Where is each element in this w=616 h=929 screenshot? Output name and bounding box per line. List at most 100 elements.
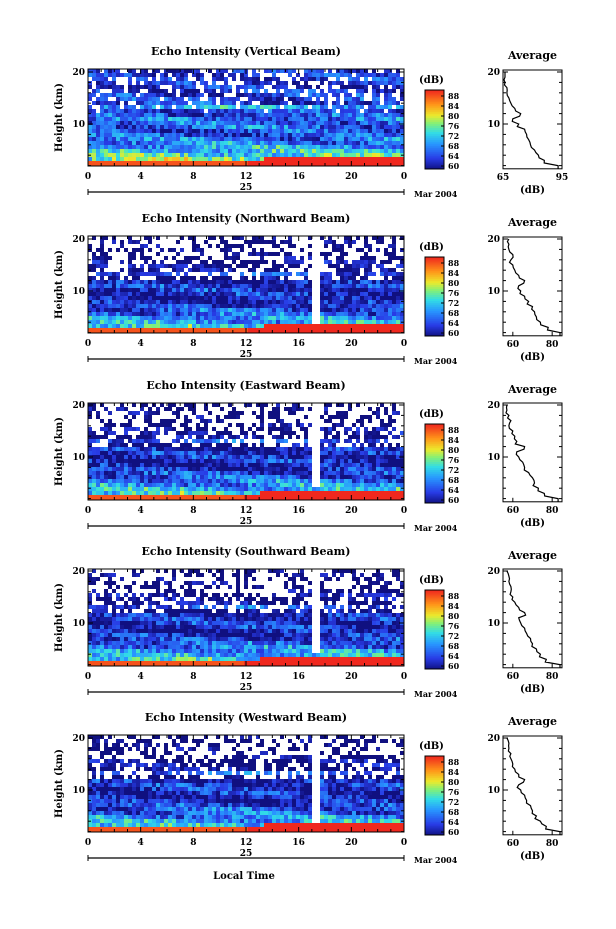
heatmap-cell <box>180 113 184 117</box>
heatmap-cell <box>340 447 344 451</box>
heatmap-cell <box>284 276 288 280</box>
heatmap-cell <box>240 133 244 137</box>
heatmap-cell <box>224 320 228 324</box>
heatmap-cell <box>156 284 160 288</box>
heatmap-cell <box>220 459 224 463</box>
heatmap-cell <box>188 443 192 447</box>
heatmap-cell <box>264 121 268 125</box>
x-tick-label: 0 <box>401 339 407 349</box>
heatmap-cell <box>100 272 104 276</box>
colorbar-segment <box>425 292 444 296</box>
heatmap-cell <box>252 276 256 280</box>
heatmap-cell <box>108 292 112 296</box>
heatmap-cell <box>356 161 360 165</box>
heatmap-cell <box>368 288 372 292</box>
heatmap-cell <box>100 292 104 296</box>
heatmap-cell <box>160 137 164 141</box>
heatmap-cell <box>212 149 216 153</box>
heatmap-cell <box>376 97 380 101</box>
heatmap-cell <box>240 443 244 447</box>
heatmap-cell <box>188 447 192 451</box>
heatmap-cell <box>96 415 100 419</box>
heatmap-cell <box>360 467 364 471</box>
heatmap-cell <box>260 463 264 467</box>
heatmap-cell <box>284 491 288 495</box>
heatmap-cell <box>156 101 160 105</box>
heatmap-cell <box>252 312 256 316</box>
heatmap-cell <box>324 117 328 121</box>
heatmap-cell <box>216 415 220 419</box>
heatmap-cell <box>376 89 380 93</box>
heatmap-cell <box>188 260 192 264</box>
heatmap-cell <box>116 109 120 113</box>
heatmap-cell <box>312 109 316 113</box>
heatmap-cell <box>360 93 364 97</box>
heatmap-cell <box>300 153 304 157</box>
heatmap-cell <box>340 105 344 109</box>
heatmap-cell <box>344 121 348 125</box>
heatmap-cell <box>216 435 220 439</box>
heatmap-cell <box>308 316 312 320</box>
heatmap-cell <box>168 403 172 407</box>
heatmap-cell <box>224 157 228 161</box>
heatmap-cell <box>216 141 220 145</box>
heatmap-cell <box>216 113 220 117</box>
heatmap-cell <box>320 312 324 316</box>
heatmap-cell <box>264 268 268 272</box>
heatmap-cell <box>352 459 356 463</box>
heatmap-cell <box>204 479 208 483</box>
heatmap-cell <box>400 280 404 284</box>
heatmap-cell <box>292 316 296 320</box>
heatmap-cell <box>252 483 256 487</box>
heatmap-cell <box>284 81 288 85</box>
heatmap-cell <box>356 149 360 153</box>
heatmap-cell <box>104 316 108 320</box>
heatmap-cell <box>224 113 228 117</box>
heatmap-cell <box>288 296 292 300</box>
heatmap-cell <box>324 260 328 264</box>
heatmap-cell <box>192 248 196 252</box>
heatmap-cell <box>288 260 292 264</box>
heatmap-cell <box>212 125 216 129</box>
heatmap-cell <box>168 447 172 451</box>
heatmap-cell <box>176 161 180 165</box>
heatmap-cell <box>104 264 108 268</box>
heatmap-cell <box>120 455 124 459</box>
heatmap-cell <box>276 443 280 447</box>
heatmap-cell <box>184 157 188 161</box>
heatmap-cell <box>396 284 400 288</box>
heatmap-cell <box>184 415 188 419</box>
heatmap-cell <box>352 240 356 244</box>
heatmap-cell <box>252 320 256 324</box>
heatmap-cell <box>356 264 360 268</box>
heatmap-cell <box>132 141 136 145</box>
heatmap-cell <box>272 467 276 471</box>
heatmap-cell <box>308 85 312 89</box>
heatmap-cell <box>244 467 248 471</box>
heatmap-cell <box>208 328 212 332</box>
heatmap-cell <box>228 117 232 121</box>
heatmap-cell <box>172 403 176 407</box>
heatmap-cell <box>344 467 348 471</box>
heatmap-cell <box>240 467 244 471</box>
heatmap-cell <box>336 479 340 483</box>
heatmap-cell <box>220 320 224 324</box>
heatmap-cell <box>144 312 148 316</box>
heatmap-cell <box>276 137 280 141</box>
colorbar-frame <box>424 89 445 170</box>
heatmap-cell <box>128 113 132 117</box>
heatmap-cell <box>372 97 376 101</box>
heatmap-cell <box>140 97 144 101</box>
heatmap-cell <box>104 324 108 328</box>
heatmap-cell <box>244 93 248 97</box>
heatmap-cell <box>240 439 244 443</box>
heatmap-cell <box>376 125 380 129</box>
heatmap-cell <box>268 252 272 256</box>
heatmap-cell <box>324 475 328 479</box>
heatmap-cell <box>92 145 96 149</box>
heatmap-cell <box>332 117 336 121</box>
heatmap-cell <box>180 268 184 272</box>
heatmap-cell <box>332 487 336 491</box>
heatmap-cell <box>332 296 336 300</box>
heatmap-cell <box>312 69 316 73</box>
